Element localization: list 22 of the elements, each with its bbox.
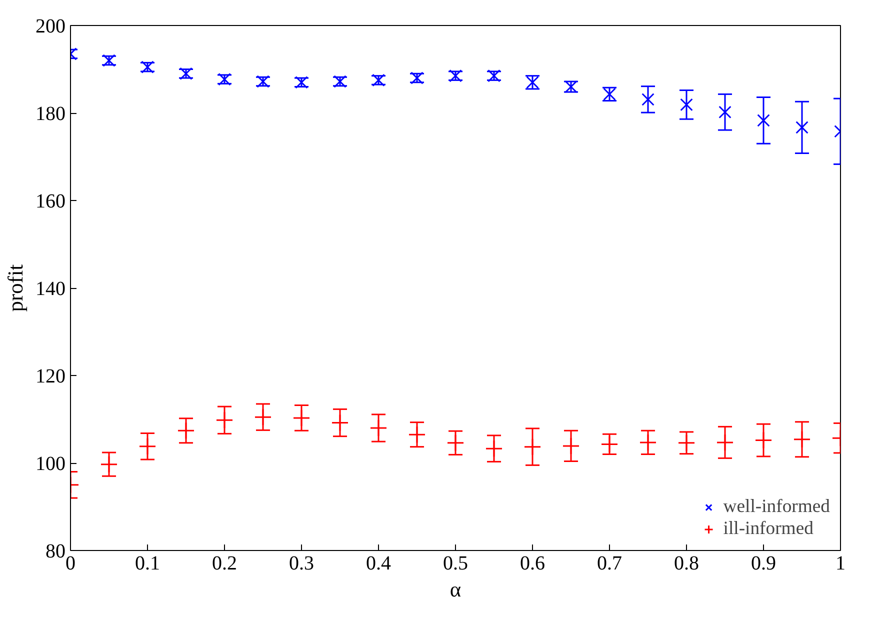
y-tick-label: 160 <box>36 190 66 212</box>
x-tick-label: 0.3 <box>289 552 314 574</box>
x-tick-label: 0.1 <box>135 552 160 574</box>
x-axis-title: α <box>450 578 462 602</box>
y-tick-label: 180 <box>36 103 66 125</box>
y-axis-title: profit <box>4 264 28 312</box>
x-tick-label: 0.2 <box>212 552 237 574</box>
x-tick-label: 1 <box>836 552 846 574</box>
y-tick-label: 200 <box>36 16 66 38</box>
legend-label: well-informed <box>723 496 830 518</box>
x-tick-label: 0.4 <box>366 552 391 574</box>
y-tick-label: 100 <box>36 453 66 475</box>
x-tick-label: 0.6 <box>520 552 545 574</box>
x-tick-label: 0.8 <box>674 552 699 574</box>
x-tick-label: 0 <box>66 552 76 574</box>
x-tick-label: 0.5 <box>443 552 468 574</box>
legend-label: ill-informed <box>723 518 814 540</box>
y-tick-label: 80 <box>46 540 66 562</box>
x-tick-label: 0.7 <box>597 552 622 574</box>
y-tick-label: 140 <box>36 278 66 300</box>
x-tick-label: 0.9 <box>751 552 776 574</box>
y-tick-label: 120 <box>36 366 66 388</box>
